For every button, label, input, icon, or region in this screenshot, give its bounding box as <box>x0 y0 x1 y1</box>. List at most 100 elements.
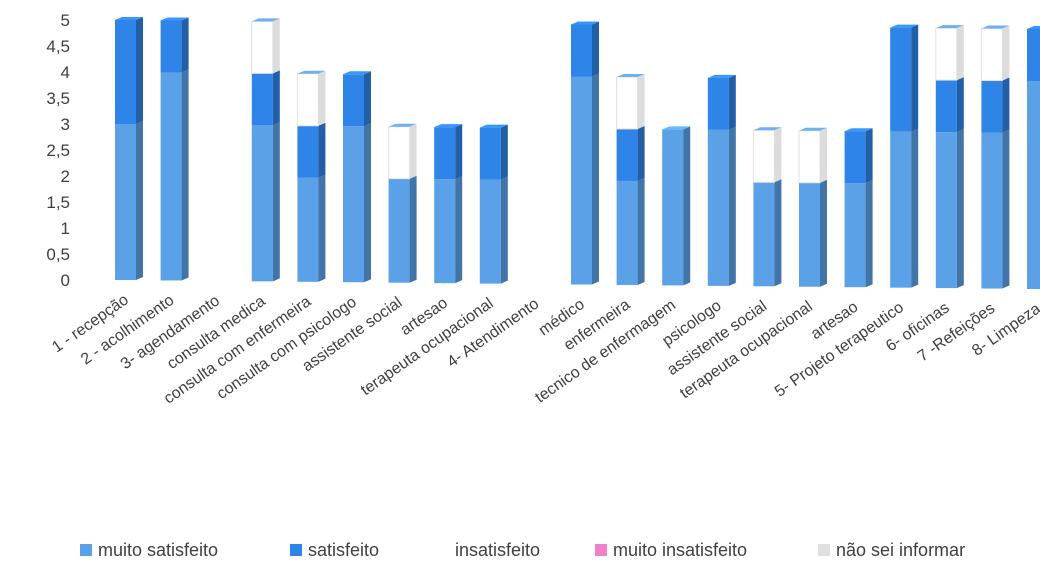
bar-top-cap <box>753 127 782 131</box>
bar-segment-side <box>592 73 599 285</box>
bar-top-cap <box>571 21 599 25</box>
bar-segment <box>844 183 866 288</box>
legend-label: insatisfeito <box>455 540 540 560</box>
bar-segment-side <box>318 70 326 126</box>
bar-group <box>479 124 508 284</box>
bar-segment-side <box>820 127 827 183</box>
bar-segment <box>251 125 273 282</box>
bar-segment-side <box>865 128 873 184</box>
bar-segment <box>980 28 1003 82</box>
bar-segment-side <box>911 128 919 288</box>
bar-segment-side <box>728 126 736 286</box>
bar-segment-side <box>820 179 827 287</box>
bar-segment-side <box>500 124 508 180</box>
bar-segment <box>935 132 957 289</box>
bar-segment-side <box>272 122 280 282</box>
bar-segment-side <box>1002 25 1010 81</box>
bar-segment <box>160 20 182 73</box>
bar-top-cap <box>935 25 964 29</box>
legend: muito satisfeito satisfeito insatisfeito mu… <box>80 540 965 560</box>
y-tick-label: 0,5 <box>46 245 70 264</box>
y-tick-label: 1 <box>61 219 70 238</box>
bar-segment <box>752 129 775 183</box>
y-tick-label: 5 <box>61 11 70 30</box>
bar-segment <box>753 182 775 287</box>
bar-segment-side <box>956 25 964 81</box>
bar-segment <box>343 74 364 127</box>
bar-group <box>571 21 599 285</box>
bar-segment <box>707 129 729 286</box>
bar-segment-side <box>318 174 326 282</box>
legend-label: não sei informar <box>836 540 965 560</box>
bar-top-cap <box>388 123 417 127</box>
bar-group <box>1027 26 1040 289</box>
bar-segment <box>297 125 319 178</box>
bar-top-cap <box>251 18 280 22</box>
legend-label: muito insatisfeito <box>613 540 747 560</box>
bar-segment <box>616 128 638 181</box>
bar-top-cap <box>799 127 827 131</box>
bar-segment <box>798 130 821 184</box>
bar-group <box>662 126 691 286</box>
bar-top-cap <box>434 124 463 128</box>
bar-segment-side <box>455 124 463 180</box>
bar-segment <box>1027 81 1040 289</box>
y-tick-label: 2,5 <box>46 141 70 160</box>
bar-segment <box>251 73 273 126</box>
legend-label: muito satisfeito <box>98 540 218 560</box>
bar-segment-side <box>1002 77 1010 133</box>
y-tick-label: 1,5 <box>46 193 70 212</box>
bar-group <box>616 73 645 285</box>
bar-segment <box>890 131 912 288</box>
y-axis: 0 0,5 1 1,5 2 2,5 3 3,5 4 4,5 5 <box>46 11 70 290</box>
bar-segment-side <box>364 71 371 127</box>
bar-segment <box>890 27 912 132</box>
bar-segment-side <box>318 122 326 178</box>
bar-segment-side <box>409 175 417 283</box>
bar-segment <box>571 24 592 77</box>
y-tick-label: 4 <box>61 63 70 82</box>
bar-segment-side <box>956 129 964 289</box>
bar-segment <box>799 182 820 287</box>
legend-swatch <box>818 544 830 556</box>
bar-segment-side <box>136 17 143 124</box>
bar-segment <box>388 178 410 283</box>
bar-segment <box>115 20 136 124</box>
bar-group <box>388 123 417 283</box>
bar-segment <box>479 127 501 180</box>
bar-top-cap <box>844 128 873 132</box>
bar-segment <box>160 72 182 281</box>
bar-segment <box>844 131 866 184</box>
bar-group <box>890 24 919 288</box>
bar-segment-side <box>1002 129 1010 289</box>
bar-group <box>980 25 1010 289</box>
bar-segment <box>571 76 592 285</box>
bar-top-cap <box>707 74 736 78</box>
bar-segment <box>981 80 1003 133</box>
bar-segment-side <box>637 177 645 285</box>
bar-top-cap <box>115 17 143 20</box>
bar-segment <box>616 76 639 130</box>
legend-label: satisfeito <box>308 540 379 560</box>
bar-segment <box>343 126 364 283</box>
bar-segment-side <box>455 176 463 284</box>
bar-segment-side <box>136 121 143 280</box>
bar-group <box>707 74 736 286</box>
bar-segment <box>434 179 456 284</box>
y-tick-label: 4,5 <box>46 37 70 56</box>
bar-group <box>752 127 782 287</box>
bar-group <box>115 17 143 280</box>
bar-top-cap <box>297 70 326 74</box>
bar-top-cap <box>160 17 189 21</box>
bar-segment <box>115 124 136 280</box>
bar-segment-side <box>774 127 782 183</box>
bar-segment-side <box>181 17 189 73</box>
bar-top-cap <box>343 71 371 75</box>
bar-segment <box>935 27 958 81</box>
bar-segment <box>434 127 456 180</box>
bar-top-cap <box>616 73 645 77</box>
bar-segment-side <box>272 70 280 126</box>
bar-top-cap <box>1027 26 1040 29</box>
